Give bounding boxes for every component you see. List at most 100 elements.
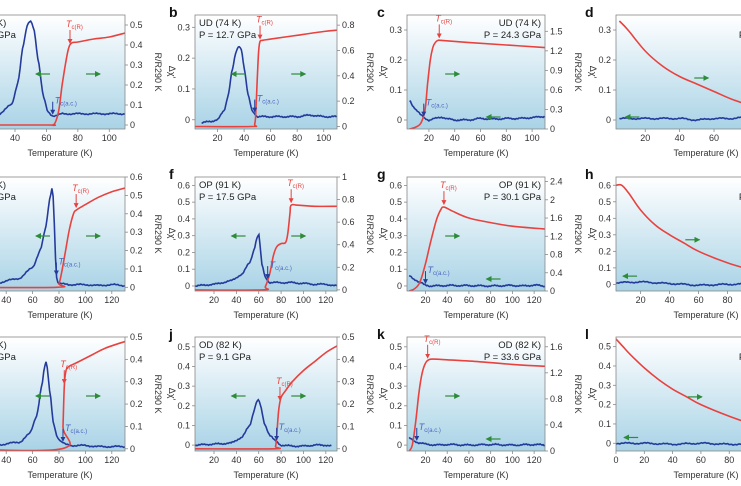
x-axis-label: Temperature (K) <box>27 310 92 320</box>
y-right-tick-label: 0.4 <box>130 209 143 219</box>
y-left-tick-label: 0.1 <box>389 420 402 430</box>
panel-letter: c <box>377 4 385 20</box>
y-right-tick-label: 0.4 <box>550 268 563 278</box>
y-right-tick-label: 1.6 <box>550 342 563 352</box>
y-left-tick-label: 0.1 <box>598 85 611 95</box>
y-left-axis-label: Δχ′ <box>588 388 598 401</box>
panel-letter: h <box>585 166 594 182</box>
x-tick-label: 20 <box>639 455 649 465</box>
y-left-axis-label: Δχ′ <box>588 66 598 79</box>
y-right-tick-label: 0.4 <box>550 420 563 430</box>
y-right-tick-label: 0.1 <box>130 100 143 110</box>
x-tick-label: 100 <box>78 295 93 305</box>
x-tick-label: 60 <box>266 133 276 143</box>
y-right-tick-label: 1.2 <box>550 231 563 241</box>
y-right-tick-label: 0.2 <box>130 399 143 409</box>
y-left-tick-label: 0 <box>606 279 611 289</box>
panel-j: 20 40 60 80 100 120 Temperature (K) 0 0.1 0.2 0.3 0… <box>167 326 375 480</box>
y-right-axis-label: R/R290 K <box>365 374 375 413</box>
x-tick-label: 80 <box>276 455 286 465</box>
y-right-axis-label: R/R290 K <box>153 52 163 91</box>
plot-frame <box>615 14 741 130</box>
series-chi-line <box>195 398 332 448</box>
panel-letter: l <box>585 326 589 342</box>
y-right-tick-label: 0.6 <box>342 217 355 227</box>
y-right-tick-label: 0 <box>130 120 135 130</box>
pressure-label: P = 42.2 GPa <box>739 352 741 363</box>
x-tick-label: 40 <box>231 295 241 305</box>
y-left-tick-label: 0.3 <box>389 25 402 35</box>
x-tick-label: 40 <box>231 455 241 465</box>
y-left-tick-label: 0.1 <box>177 84 190 94</box>
x-tick-label: 40 <box>442 295 452 305</box>
series-chi-line <box>408 274 545 288</box>
y-left-tick-label: 0.3 <box>389 231 402 241</box>
x-axis-label: Temperature (K) <box>443 470 508 480</box>
y-left-axis-label: Δχ′ <box>588 228 598 241</box>
pressure-label: P = 9.1 GPa <box>199 352 252 363</box>
y-right-tick-label: 0.3 <box>550 104 563 114</box>
y-left-tick-label: 0.1 <box>389 264 402 274</box>
series-chi-line <box>408 436 545 447</box>
sample-label: OP (91 K) <box>0 180 6 191</box>
series-chi-line <box>616 280 741 287</box>
y-right-tick-label: 0.3 <box>342 377 355 387</box>
y-right-tick-label: 0.3 <box>130 60 143 70</box>
y-right-axis-label: R/R290 K <box>153 374 163 413</box>
x-tick-label: 40 <box>1 455 11 465</box>
y-right-tick-label: 0.5 <box>130 20 143 30</box>
x-tick-label: 60 <box>254 455 264 465</box>
x-tick-label: 20 <box>209 455 219 465</box>
y-left-tick-label: 0.6 <box>389 180 402 190</box>
plot-background <box>616 177 741 291</box>
y-right-tick-label: 0.5 <box>130 332 143 342</box>
pressure-label: P = 3.3 GPa <box>0 30 17 41</box>
x-tick-label: 60 <box>696 455 706 465</box>
y-right-tick-label: 0.5 <box>342 332 355 342</box>
y-left-tick-label: 0.2 <box>177 247 190 257</box>
panel-letter: f <box>169 166 174 182</box>
series-chi-line <box>619 116 741 122</box>
plot-frame <box>406 176 546 292</box>
pressure-label: P = 34.3 GPa <box>739 30 741 41</box>
y-right-tick-label: 1.6 <box>550 213 563 223</box>
x-tick-label: 80 <box>486 295 496 305</box>
x-tick-label: 120 <box>527 295 542 305</box>
y-left-tick-label: 0.1 <box>598 263 611 273</box>
y-right-tick-label: 0.6 <box>130 172 143 182</box>
x-tick-label: 80 <box>54 455 64 465</box>
y-left-axis-label: Δχ′ <box>167 66 177 79</box>
x-tick-label: 60 <box>464 455 474 465</box>
y-left-axis-label: Δχ′ <box>379 388 389 401</box>
pressure-label: P = 33.6 GPa <box>484 352 542 363</box>
y-right-axis-label: R/R290 K <box>153 214 163 253</box>
y-right-axis-label: R/R290 K <box>573 374 583 413</box>
x-tick-label: 60 <box>28 295 38 305</box>
y-right-axis-label: R/R290 K <box>573 214 583 253</box>
y-left-axis-label: Δχ′ <box>379 228 389 241</box>
x-tick-label: 20 <box>420 455 430 465</box>
plot-frame <box>615 176 741 292</box>
y-left-tick-label: 0.3 <box>177 231 190 241</box>
y-left-tick-label: 0.3 <box>177 22 190 32</box>
series-resistance-line <box>408 358 545 451</box>
x-tick-label: 100 <box>525 133 540 143</box>
y-left-tick-label: 0.3 <box>598 25 611 35</box>
x-tick-label: 80 <box>724 455 734 465</box>
y-left-tick-label: 0.2 <box>598 246 611 256</box>
x-tick-label: 60 <box>709 133 719 143</box>
x-tick-label: 60 <box>254 295 264 305</box>
y-left-tick-label: 0.3 <box>389 381 402 391</box>
series-chi-line <box>201 45 337 124</box>
x-tick-label: 60 <box>464 295 474 305</box>
sample-label: UD (74 K) <box>499 18 541 29</box>
pressure-label: P = 1.0 GPa <box>0 352 17 363</box>
y-left-tick-label: 0.5 <box>389 197 402 207</box>
series-resistance-line <box>0 32 125 127</box>
y-left-tick-label: 0.4 <box>389 214 402 224</box>
plot-background <box>195 15 337 129</box>
y-right-tick-label: 0.2 <box>342 262 355 272</box>
panel-letter: b <box>169 4 178 20</box>
y-left-axis-label: Δχ′ <box>167 388 177 401</box>
series-resistance-line <box>408 206 545 291</box>
